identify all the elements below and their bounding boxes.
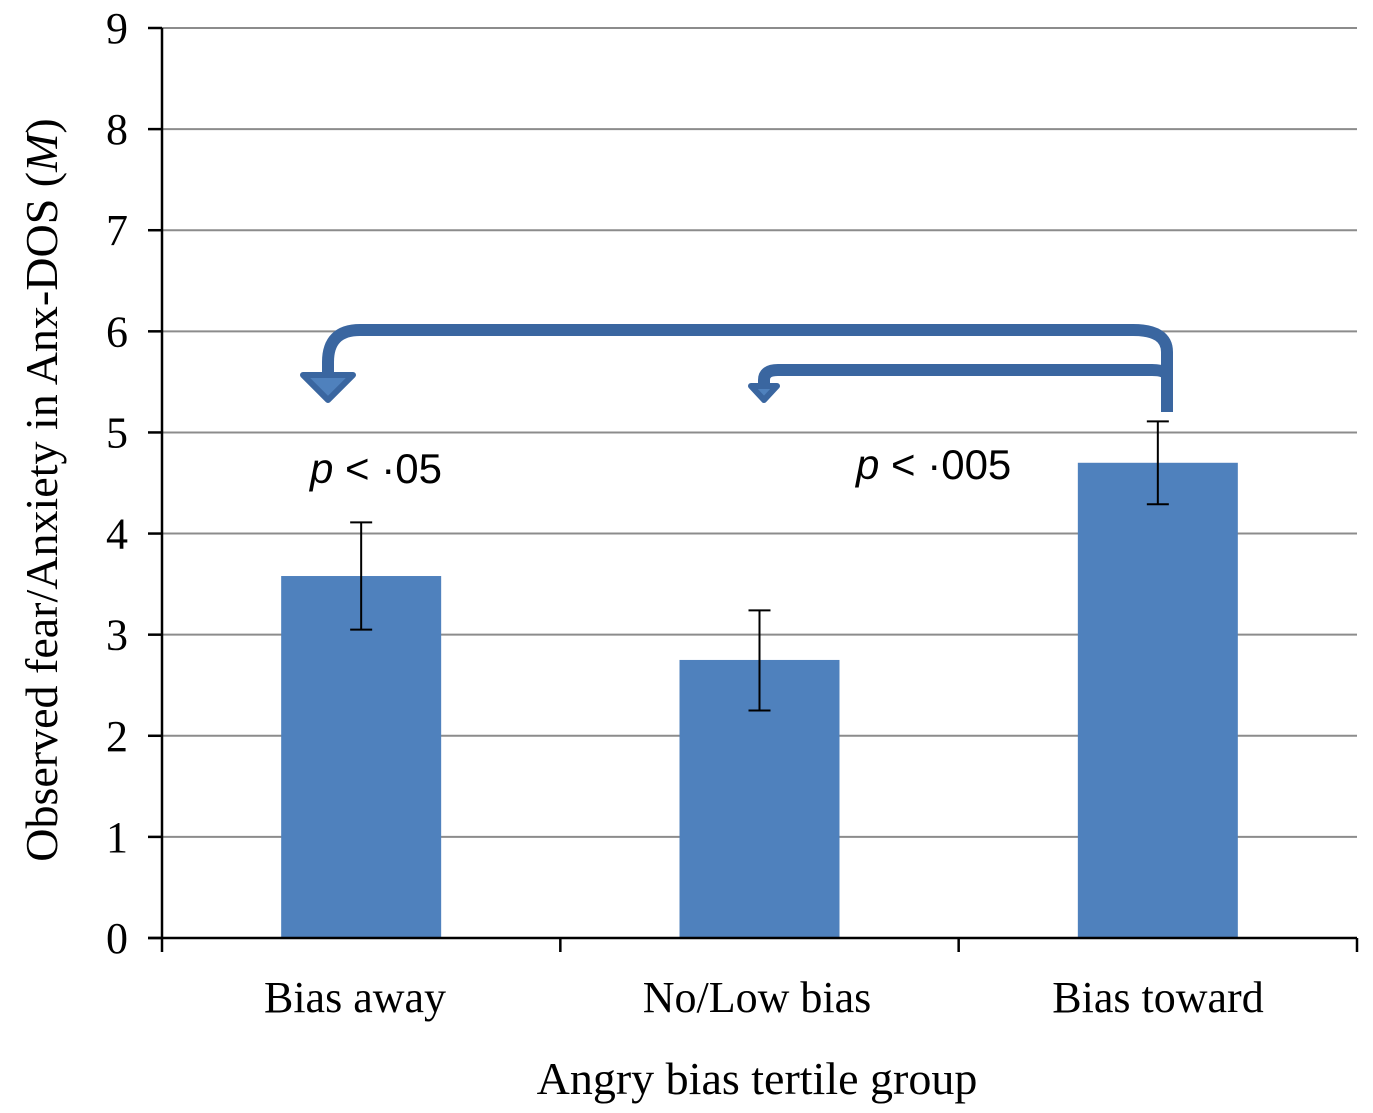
category-label-no-low-bias: No/Low bias <box>643 973 872 1022</box>
comparison-arrow-long <box>322 324 1173 412</box>
arrowhead-short <box>748 383 780 403</box>
p-text-low: < ·005 <box>879 441 1011 488</box>
y-tick-label: 1 <box>106 813 128 862</box>
bar <box>1077 462 1238 938</box>
p-value-annotation-away: p < ·05 <box>308 445 442 492</box>
p-italic-low: p <box>854 441 879 488</box>
y-tick-label: 5 <box>106 408 128 457</box>
category-label-bias-toward: Bias toward <box>1052 973 1263 1022</box>
y-tick-labels: 0 1 2 3 4 5 6 7 8 9 <box>106 4 162 963</box>
x-axis-title: Angry bias tertile group <box>537 1053 978 1104</box>
p-value-annotation-low: p < ·005 <box>854 441 1011 488</box>
y-axis-title-suffix: ) <box>16 118 67 133</box>
x-tick-marks <box>160 938 1359 952</box>
bar <box>281 576 442 938</box>
arrowhead-long <box>300 372 356 403</box>
y-axis-title: Observed fear/Anxiety in Anx-DOS (M) <box>16 118 67 862</box>
y-tick-label: 8 <box>106 105 128 154</box>
y-tick-label: 7 <box>106 206 128 255</box>
y-tick-label: 9 <box>106 4 128 53</box>
p-text-away: < ·05 <box>333 445 442 492</box>
y-tick-label: 4 <box>106 510 128 559</box>
bars <box>281 462 1238 938</box>
y-axis-title-prefix: Observed fear/Anxiety in Anx-DOS ( <box>16 172 67 862</box>
p-italic-away: p <box>308 445 333 492</box>
comparison-arrow-short <box>758 364 1173 386</box>
y-tick-label: 0 <box>106 914 128 963</box>
category-label-bias-away: Bias away <box>264 973 446 1022</box>
y-tick-label: 6 <box>106 307 128 356</box>
y-tick-label: 3 <box>106 611 128 660</box>
y-tick-label: 2 <box>106 712 128 761</box>
error-bars <box>350 420 1169 712</box>
y-axis-title-italic: M <box>16 131 67 173</box>
